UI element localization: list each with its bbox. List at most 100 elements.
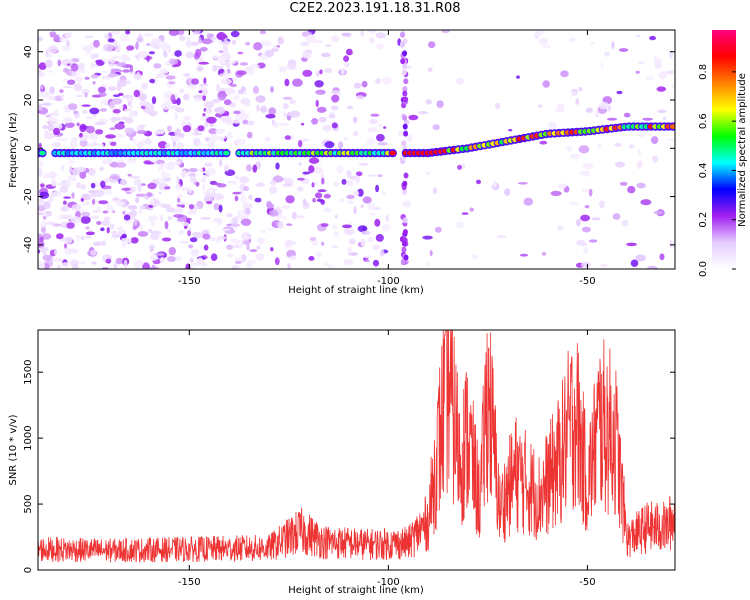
spectrogram-xlabel: Height of straight line (km)	[288, 285, 424, 296]
spectrogram-cell	[669, 239, 673, 248]
spectrogram-cell	[356, 95, 365, 100]
spectrogram-cell	[432, 124, 440, 131]
spectrogram-cell	[197, 141, 203, 146]
spectrogram-cell	[174, 50, 182, 57]
spectrogram-cell	[377, 174, 383, 178]
spectrogram-cell	[203, 101, 215, 108]
spectrogram-cell	[323, 68, 333, 73]
spectrogram-cell	[212, 64, 218, 72]
spectrogram-cell	[168, 81, 176, 85]
spectrogram-cell	[40, 84, 44, 91]
spectrogram-cell	[133, 260, 144, 267]
spectrogram-cell	[95, 122, 106, 125]
spectrogram-cell	[129, 135, 134, 141]
spectrogram-cell	[400, 58, 406, 65]
spectrogram-cell	[206, 200, 213, 205]
spectrogram-cell	[128, 71, 136, 75]
spectrogram-cell	[649, 35, 656, 41]
spectrogram-cell	[403, 130, 409, 137]
spectrogram-cell	[377, 142, 389, 146]
spectrogram-cell	[542, 80, 550, 88]
spectrogram-cell	[264, 136, 271, 142]
spectrogram-cell	[237, 51, 244, 55]
spectrogram-cell	[85, 49, 93, 56]
spectrogram-cell	[436, 100, 444, 108]
spectrogram-cell	[425, 99, 433, 105]
spectrogram-cell	[87, 167, 96, 176]
spectrogram-cell	[118, 231, 122, 236]
spectrogram-cell	[117, 79, 127, 88]
spectrogram-cell	[637, 133, 646, 137]
spectrogram-cell	[42, 254, 52, 261]
spectrogram-cell	[91, 198, 96, 205]
spectrogram-cell	[224, 87, 233, 96]
spectrogram-cell	[126, 45, 135, 51]
spectrogram-cell	[56, 138, 68, 141]
spectrogram-cell	[282, 96, 293, 100]
spectrogram-cell	[314, 182, 319, 186]
colorbar-gradient	[712, 30, 736, 269]
spectrogram-cell	[213, 203, 220, 211]
spectrogram-cell	[219, 73, 224, 77]
spectrogram-cell	[123, 214, 131, 221]
spectrogram-cell	[268, 209, 279, 217]
spectrogram-cell	[207, 140, 216, 149]
spectrogram-cell	[80, 215, 91, 224]
spectrogram-cell	[375, 184, 380, 193]
spectrogram-cell	[189, 258, 194, 263]
spectrogram-cell	[519, 253, 529, 257]
spectrogram-cell	[372, 244, 380, 251]
spectrogram-cell	[246, 120, 255, 126]
spectrogram-cell	[401, 69, 407, 76]
spectrogram-cell	[155, 252, 165, 256]
spectrogram-cell	[590, 41, 595, 45]
spectrogram-cell	[312, 39, 324, 44]
spectrogram-cell	[345, 180, 354, 186]
spectrogram-cell	[109, 223, 115, 230]
spectrogram-cell	[174, 128, 182, 137]
spectrogram-cell	[626, 242, 637, 247]
spectrogram-cell	[38, 160, 44, 168]
spectrogram-cell	[158, 191, 162, 195]
spectrogram-cell	[287, 263, 291, 269]
spectrogram-cell	[122, 210, 126, 215]
spectrogram-cell	[96, 221, 102, 225]
spectrogram-cell	[63, 67, 69, 73]
spectrogram-cell	[242, 239, 251, 245]
spectrogram-cell	[60, 205, 69, 212]
spectrogram-cell	[217, 236, 227, 240]
spectrogram-cell	[402, 50, 408, 57]
spectrogram-cell	[367, 236, 375, 243]
snr-ytick-label: 1000	[23, 425, 34, 450]
spectrogram-cell	[362, 196, 372, 204]
spectrogram-cell	[316, 70, 320, 77]
spectrogram-cell	[324, 44, 332, 47]
spectrogram-cell	[136, 141, 144, 150]
spectrogram-cell	[315, 89, 326, 95]
spectrogram-cell	[576, 218, 581, 227]
spectrogram-ytick-label: -40	[23, 237, 34, 253]
spectrogram-cell	[53, 127, 60, 136]
spectrogram-cell	[173, 214, 184, 218]
spectrogram-cell	[211, 98, 221, 104]
spectrogram-cell	[128, 105, 133, 110]
spectrogram-cell	[375, 78, 381, 84]
spectrogram-cell	[164, 186, 171, 190]
spectrogram-cell	[42, 173, 53, 178]
spectrogram-cell	[120, 34, 129, 42]
spectrogram-cell	[600, 62, 604, 69]
spectrogram-cell	[91, 210, 102, 213]
spectrogram-cell	[85, 226, 90, 230]
spectrogram-cell	[50, 179, 57, 187]
spectrogram-cell	[402, 217, 408, 224]
spectrogram-cell	[58, 258, 64, 262]
spectrogram-cell	[219, 159, 223, 168]
spectrogram-cell	[217, 136, 227, 139]
spectrogram-cell	[233, 110, 242, 115]
spectrogram-cell	[81, 211, 91, 217]
spectrogram-cell	[381, 190, 387, 196]
spectrogram-cell	[115, 133, 125, 138]
spectrogram-cell	[135, 41, 139, 50]
spectrogram-cell	[84, 35, 94, 39]
